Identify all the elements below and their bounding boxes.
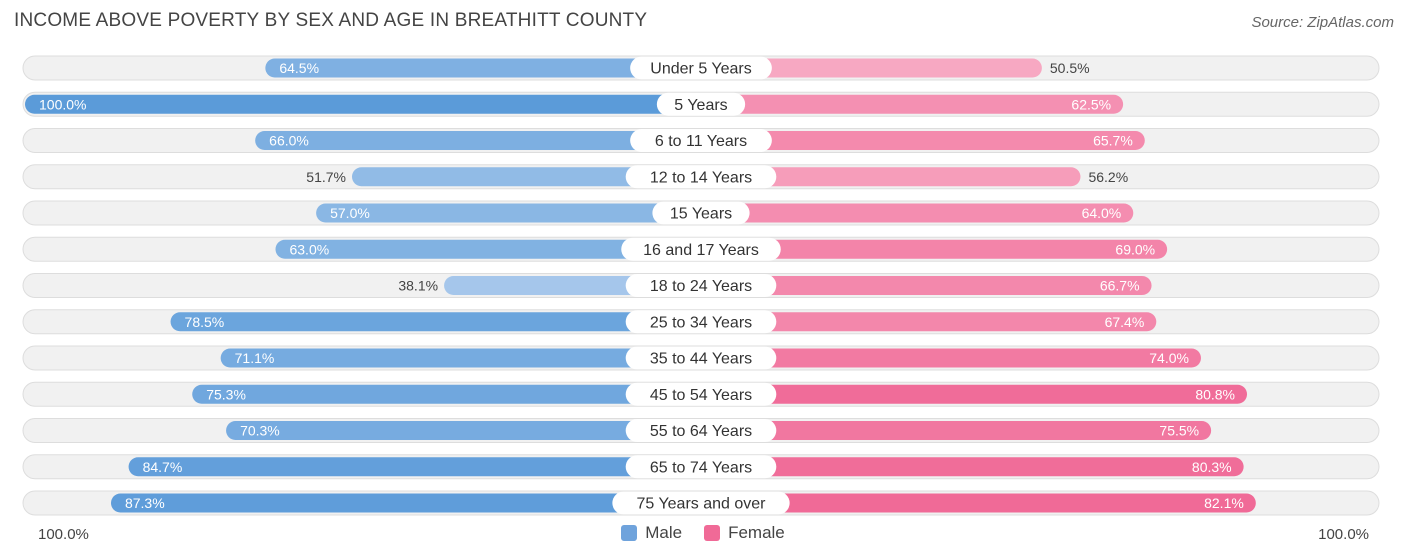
category-label: 25 to 34 Years xyxy=(650,314,752,331)
male-value-label: 71.1% xyxy=(235,350,275,366)
male-bar xyxy=(170,312,701,332)
male-bar xyxy=(220,348,701,368)
category-label: 6 to 11 Years xyxy=(655,133,747,150)
category-label: 35 to 44 Years xyxy=(650,351,752,368)
male-value-label: 38.1% xyxy=(398,278,438,294)
category-pill xyxy=(625,346,777,370)
axis-left-label: 100.0% xyxy=(38,526,89,543)
male-value-label: 63.0% xyxy=(289,241,329,257)
category-label: Under 5 Years xyxy=(650,61,751,78)
category-label: 5 Years xyxy=(674,97,727,114)
female-bar xyxy=(701,276,1152,295)
male-value-label: 75.3% xyxy=(206,386,246,402)
category-pill xyxy=(656,92,746,116)
category-label: 12 to 14 Years xyxy=(650,169,752,186)
female-value-label: 65.7% xyxy=(1093,133,1133,149)
legend: Male Female xyxy=(0,523,1406,543)
female-value-label: 50.5% xyxy=(1050,60,1090,76)
female-swatch xyxy=(704,525,721,541)
male-bar xyxy=(316,203,701,223)
female-value-label: 56.2% xyxy=(1088,169,1128,185)
category-pill xyxy=(625,419,777,442)
male-bar xyxy=(110,493,701,513)
female-bar xyxy=(701,421,1212,440)
female-bar xyxy=(701,384,1248,404)
female-bar xyxy=(701,239,1168,259)
category-pill xyxy=(652,201,750,225)
female-bar xyxy=(701,167,1081,187)
category-label: 18 to 24 Years xyxy=(650,278,752,295)
male-bar xyxy=(192,384,701,404)
male-value-label: 51.7% xyxy=(306,169,346,185)
category-pill xyxy=(625,382,777,406)
female-value-label: 75.5% xyxy=(1159,423,1199,439)
category-pill xyxy=(630,56,772,80)
male-value-label: 66.0% xyxy=(269,133,309,149)
female-value-label: 74.0% xyxy=(1149,350,1189,366)
male-bar xyxy=(351,167,701,187)
female-bar xyxy=(701,348,1201,368)
male-value-label: 84.7% xyxy=(143,459,183,475)
male-bar xyxy=(128,457,701,477)
category-label: 45 to 54 Years xyxy=(650,387,752,404)
female-bar xyxy=(701,312,1157,332)
female-bar xyxy=(701,94,1124,114)
category-pill xyxy=(625,455,777,479)
category-label: 75 Years and over xyxy=(637,496,767,513)
axis-right-label: 100.0% xyxy=(1318,526,1369,543)
category-pill xyxy=(621,237,781,261)
female-value-label: 82.1% xyxy=(1204,495,1244,511)
category-label: 16 and 17 Years xyxy=(643,242,759,259)
legend-male-label: Male xyxy=(645,523,683,542)
category-label: 55 to 64 Years xyxy=(650,423,752,440)
female-value-label: 69.0% xyxy=(1115,241,1155,257)
male-bar xyxy=(275,239,701,259)
female-bar xyxy=(701,203,1134,223)
female-value-label: 64.0% xyxy=(1082,205,1122,221)
male-swatch xyxy=(621,525,638,541)
male-value-label: 78.5% xyxy=(185,314,225,330)
male-bar xyxy=(25,94,701,114)
female-bar xyxy=(701,131,1145,150)
category-pill xyxy=(625,165,777,189)
male-bar xyxy=(226,421,701,440)
male-bar xyxy=(265,58,701,78)
legend-item-female[interactable]: Female xyxy=(704,523,785,543)
female-value-label: 67.4% xyxy=(1105,314,1145,330)
bar-chart: 64.5% 50.5% Under 5 Years 100.0% 62.5% 5 Year… xyxy=(22,55,1380,516)
category-pill xyxy=(625,310,777,334)
male-value-label: 87.3% xyxy=(125,495,165,511)
male-value-label: 100.0% xyxy=(39,96,86,112)
female-bar xyxy=(701,493,1256,513)
source-label: Source: ZipAtlas.com xyxy=(1251,14,1394,31)
category-label: 65 to 74 Years xyxy=(650,459,752,476)
category-pill xyxy=(630,129,772,152)
male-value-label: 64.5% xyxy=(279,60,319,76)
female-bar xyxy=(701,58,1042,78)
category-pill xyxy=(625,274,777,297)
category-label: 15 Years xyxy=(670,206,732,223)
legend-female-label: Female xyxy=(728,523,785,542)
female-value-label: 80.8% xyxy=(1195,386,1235,402)
female-bar xyxy=(701,457,1244,477)
female-value-label: 80.3% xyxy=(1192,459,1232,475)
male-bar xyxy=(255,131,701,150)
male-value-label: 70.3% xyxy=(240,423,280,439)
female-value-label: 66.7% xyxy=(1100,278,1140,294)
chart-title: INCOME ABOVE POVERTY BY SEX AND AGE IN B… xyxy=(14,10,648,31)
male-value-label: 57.0% xyxy=(330,205,370,221)
legend-item-male[interactable]: Male xyxy=(621,523,682,543)
category-pill xyxy=(612,491,790,515)
female-value-label: 62.5% xyxy=(1071,96,1111,112)
